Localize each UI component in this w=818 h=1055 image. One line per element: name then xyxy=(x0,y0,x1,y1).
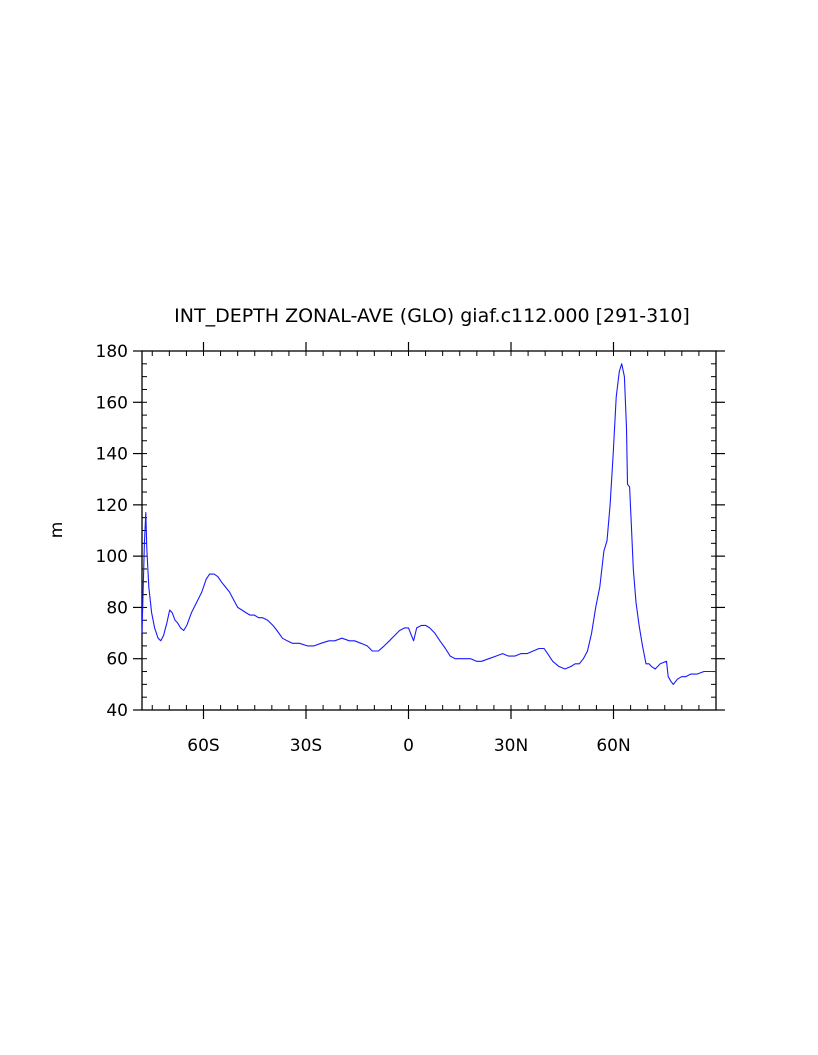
y-tick-label: 80 xyxy=(106,598,128,618)
y-tick-label: 120 xyxy=(96,496,128,516)
plot-frame xyxy=(141,350,717,711)
tick-labels: 40 60 80 100 120 140 160 180 60S 30S 0 30N 60N xyxy=(96,342,631,756)
y-tick-label: 40 xyxy=(106,701,128,721)
y-tick-label: 180 xyxy=(96,342,128,362)
x-tick-label: 60N xyxy=(596,736,630,756)
series-line-0 xyxy=(141,363,716,685)
y-tick-label: 100 xyxy=(96,547,128,567)
axes xyxy=(141,350,717,711)
chart-title: INT_DEPTH ZONAL-AVE (GLO) giaf.c112.000 … xyxy=(174,305,690,327)
series xyxy=(141,363,716,685)
x-tick-label: 30S xyxy=(290,736,322,756)
x-tick-label: 0 xyxy=(403,736,414,756)
y-axis-label: m xyxy=(47,522,67,539)
y-tick-label: 160 xyxy=(96,393,128,413)
x-tick-label: 30N xyxy=(494,736,528,756)
y-tick-label: 140 xyxy=(96,445,128,465)
x-tick-label: 60S xyxy=(187,736,219,756)
y-tick-label: 60 xyxy=(106,650,128,670)
ticks xyxy=(133,342,725,719)
